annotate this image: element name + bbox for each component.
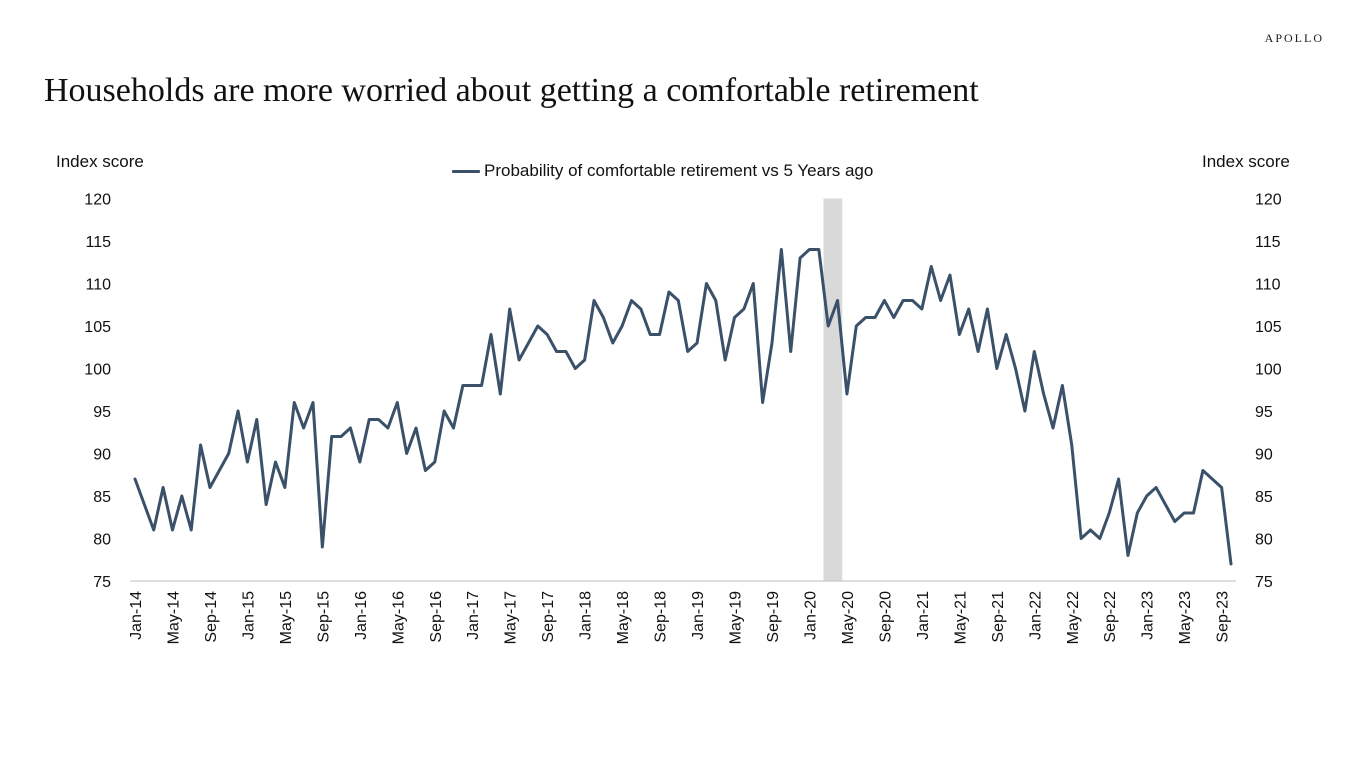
y-tick-label-right: 115 <box>1255 234 1281 251</box>
y-tick-label-right: 120 <box>1255 192 1282 209</box>
y-tick-label-left: 110 <box>85 277 111 294</box>
y-tick-label-left: 90 <box>93 447 111 464</box>
right-axis-title: Index score <box>1202 152 1290 171</box>
x-tick-label: Jan-21 <box>915 591 932 640</box>
y-tick-label-left: 100 <box>84 362 111 379</box>
y-tick-label-right: 75 <box>1255 574 1273 591</box>
x-tick-label: Jan-16 <box>353 591 370 640</box>
y-tick-label-left: 120 <box>84 192 111 209</box>
y-tick-label-right: 85 <box>1255 489 1273 506</box>
chart-title: Households are more worried about gettin… <box>44 72 979 109</box>
x-tick-label: Sep-20 <box>877 591 894 643</box>
x-tick-label: Jan-22 <box>1027 591 1044 640</box>
legend-label: Probability of comfortable retirement vs… <box>484 161 874 180</box>
x-tick-label: May-22 <box>1065 591 1082 644</box>
x-tick-label: May-23 <box>1177 591 1194 644</box>
x-tick-label: Sep-16 <box>428 591 445 643</box>
y-tick-label-left: 105 <box>84 319 111 336</box>
x-tick-label: May-19 <box>728 591 745 644</box>
y-tick-label-left: 85 <box>93 489 111 506</box>
x-tick-label: May-16 <box>390 591 407 644</box>
x-tick-label: Sep-14 <box>203 591 220 643</box>
x-tick-label: May-15 <box>278 591 295 644</box>
x-tick-label: Sep-15 <box>315 591 332 643</box>
y-tick-label-right: 80 <box>1255 532 1273 549</box>
x-tick-label: Sep-22 <box>1102 591 1119 643</box>
y-tick-label-left: 80 <box>93 532 111 549</box>
y-tick-label-right: 110 <box>1255 277 1281 294</box>
x-tick-label: Jan-14 <box>128 591 145 640</box>
right-y-ticks: 75 80 85 90 95 100 105 110 115 120 <box>1255 192 1282 592</box>
x-tick-label: Jan-15 <box>240 591 257 640</box>
y-tick-label-right: 105 <box>1255 319 1282 336</box>
x-ticks: Jan-14 May-14 Sep-14 Jan-15 May-15 Sep-15 Jan-… <box>128 591 1232 644</box>
y-tick-label-left: 115 <box>85 234 111 251</box>
x-tick-label: Jan-19 <box>690 591 707 640</box>
x-tick-label: Jan-18 <box>578 591 595 640</box>
y-tick-label-left: 75 <box>93 574 111 591</box>
x-tick-label: Jan-20 <box>802 591 819 640</box>
x-tick-label: May-21 <box>952 591 969 644</box>
legend: Probability of comfortable retirement vs… <box>452 161 873 181</box>
y-tick-label-right: 95 <box>1255 404 1273 421</box>
y-tick-label-left: 95 <box>93 404 111 421</box>
series-line-group <box>133 248 1233 566</box>
left-y-ticks: 75 80 85 90 95 100 105 110 115 120 <box>84 192 111 592</box>
left-axis-title: Index score <box>56 152 144 171</box>
y-tick-label-right: 90 <box>1255 447 1273 464</box>
legend-swatch <box>452 169 480 173</box>
x-tick-label: Sep-23 <box>1215 591 1232 643</box>
x-tick-label: May-20 <box>840 591 857 644</box>
x-tick-label: Sep-17 <box>540 591 557 643</box>
x-tick-label: Jan-17 <box>465 591 482 640</box>
brand-logo: APOLLO <box>1264 31 1324 45</box>
x-tick-label: Sep-21 <box>990 591 1007 643</box>
recession-shading <box>823 198 843 581</box>
x-tick-label: May-14 <box>165 591 182 644</box>
x-tick-label: May-18 <box>615 591 632 644</box>
x-tick-label: May-17 <box>503 591 520 644</box>
y-tick-label-right: 100 <box>1255 362 1282 379</box>
series-line <box>133 248 1233 566</box>
x-tick-label: Jan-23 <box>1140 591 1157 640</box>
x-tick-label: Sep-18 <box>653 591 670 643</box>
recession-band <box>823 198 843 581</box>
x-tick-label: Sep-19 <box>765 591 782 643</box>
